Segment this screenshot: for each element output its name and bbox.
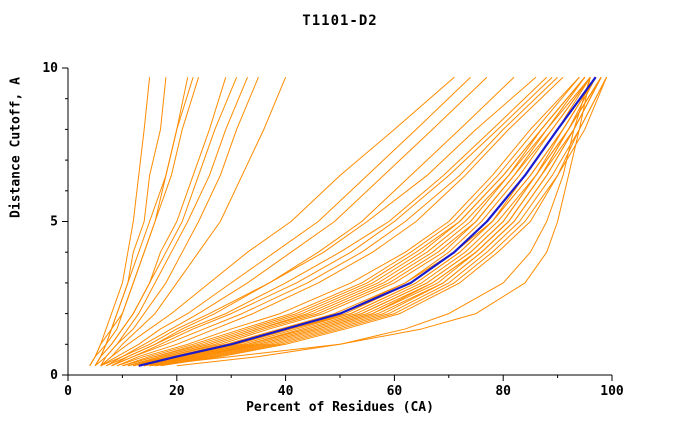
highlight-curve xyxy=(138,76,597,367)
prediction-curves xyxy=(89,76,608,367)
y-tick-label: 0 xyxy=(50,368,58,383)
prediction-curve xyxy=(149,76,602,367)
prediction-curve xyxy=(138,76,597,367)
y-ticks: 0 5 10 xyxy=(42,61,68,383)
prediction-curve xyxy=(144,76,602,367)
x-tick-label: 80 xyxy=(495,384,511,399)
prediction-curve xyxy=(116,76,580,367)
prediction-curve xyxy=(111,76,558,367)
prediction-curve xyxy=(127,76,591,367)
chart-title: T1101-D2 xyxy=(302,13,378,29)
prediction-curve xyxy=(100,77,287,367)
prediction-curve xyxy=(94,77,189,367)
prediction-curve xyxy=(122,76,580,367)
prediction-curve xyxy=(111,76,515,367)
prediction-curve xyxy=(94,77,227,367)
prediction-curve xyxy=(89,77,194,367)
prediction-curve xyxy=(176,77,591,367)
prediction-curve xyxy=(94,77,238,367)
prediction-curve xyxy=(100,76,455,367)
prediction-curve xyxy=(127,76,586,367)
prediction-curve xyxy=(100,77,259,367)
x-tick-label: 0 xyxy=(64,384,72,399)
prediction-curve xyxy=(116,76,564,367)
prediction-curve xyxy=(154,76,608,367)
prediction-curve xyxy=(149,77,591,367)
prediction-curve xyxy=(138,76,602,367)
x-tick-label: 100 xyxy=(600,384,624,399)
prediction-curve xyxy=(105,76,488,367)
y-tick-label: 10 xyxy=(42,61,58,76)
prediction-curve xyxy=(122,76,586,367)
x-ticks: 0 20 40 60 80 100 xyxy=(64,375,624,399)
x-axis-label: Percent of Residues (CA) xyxy=(246,400,434,415)
x-tick-label: 40 xyxy=(278,384,294,399)
prediction-curve xyxy=(89,77,200,367)
prediction-curve xyxy=(160,77,608,367)
prediction-curve xyxy=(149,76,602,367)
x-tick-label: 60 xyxy=(387,384,403,399)
prediction-curve xyxy=(111,76,553,367)
prediction-curve xyxy=(149,76,602,367)
y-tick-label: 5 xyxy=(50,215,58,230)
prediction-curve xyxy=(100,76,471,367)
prediction-curve xyxy=(133,76,591,367)
prediction-curve xyxy=(154,76,608,367)
x-tick-label: 20 xyxy=(169,384,185,399)
